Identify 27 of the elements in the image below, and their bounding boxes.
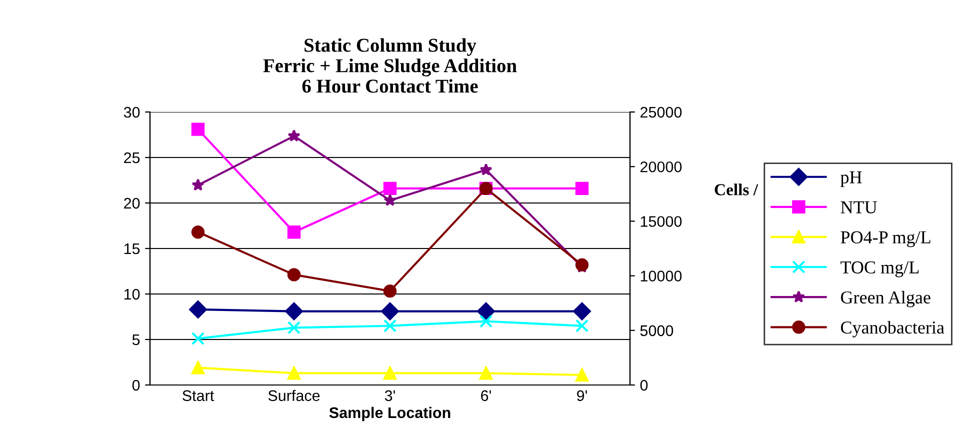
x-axis-title: Sample Location (329, 406, 450, 422)
y2-tick-label: 15000 (640, 216, 682, 227)
y-tick-label: 25 (124, 152, 140, 164)
y2-tick-label: 10000 (640, 270, 682, 282)
legend-label: Cyanobacteria (840, 320, 944, 338)
legend-label: Green Algae (840, 290, 930, 308)
legend-label: TOC mg/L (840, 261, 919, 278)
y-tick-label: 5 (132, 334, 140, 346)
legend-label: NTU (840, 201, 877, 214)
y-tick-label: 15 (124, 244, 140, 254)
x-tick-label: Surface (268, 390, 320, 402)
x-tick-label: 3' (384, 390, 395, 402)
y2-tick-label: 25000 (640, 106, 682, 118)
y2-axis-title: Cells / (714, 184, 758, 196)
legend-label: PO4-P mg/L (840, 231, 930, 248)
y2-tick-label: 5000 (640, 325, 674, 336)
y-tick-label: 20 (124, 198, 140, 209)
x-tick-label: 6' (481, 390, 491, 402)
y-tick-label: 10 (124, 288, 140, 300)
y-tick-label: 30 (124, 106, 140, 118)
x-tick-label: 9' (577, 390, 587, 402)
y2-tick-label: 20000 (640, 161, 682, 172)
x-tick-label: Start (182, 390, 214, 402)
legend-label: pH (840, 171, 862, 188)
chart-title: Static Column Study Ferric + Lime Sludge Addition 6 Hour Contact Time (263, 38, 517, 93)
y-tick-label: 0 (132, 380, 140, 391)
y2-tick-label: 0 (640, 380, 648, 391)
